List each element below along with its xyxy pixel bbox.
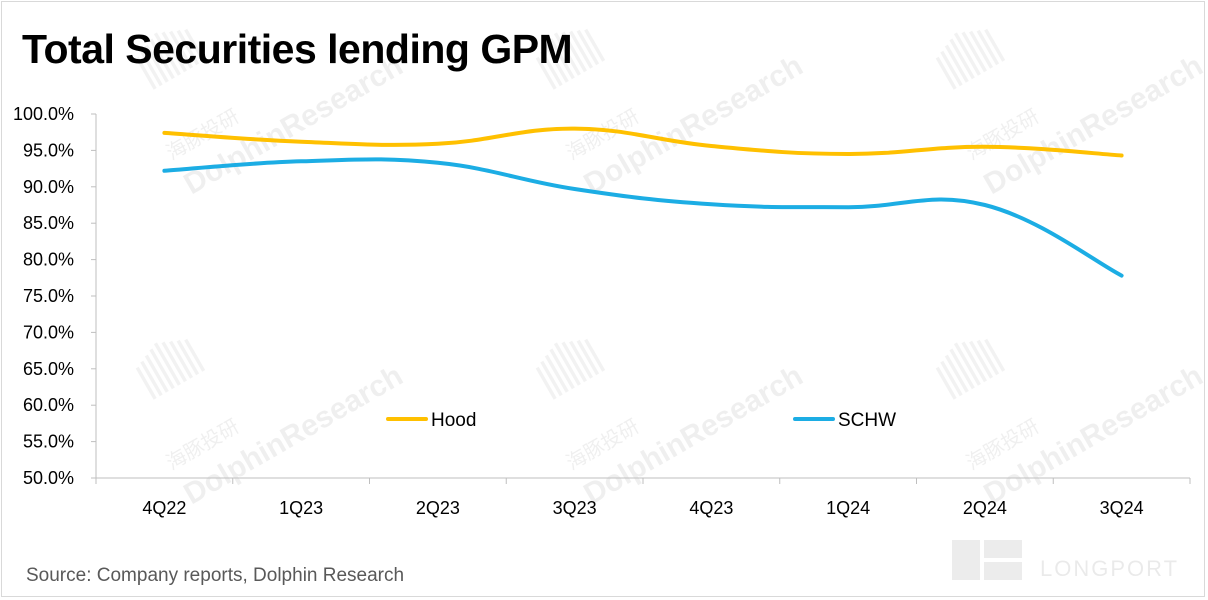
watermark-bar xyxy=(984,28,1006,62)
watermark-bar xyxy=(149,348,175,390)
watermark-bar xyxy=(953,32,981,76)
watermark-bar xyxy=(961,31,988,73)
watermark-bar xyxy=(549,38,575,80)
watermark-bar xyxy=(569,340,594,379)
y-axis-ticks: 100.0% 95.0% 90.0% 85.0% 80.0% 75.0% 70.0% 65.0… xyxy=(13,104,96,488)
watermark-bar xyxy=(144,44,169,83)
watermark-bar xyxy=(935,366,957,400)
watermark-bar xyxy=(140,360,163,397)
x-tick-label: 1Q23 xyxy=(279,498,323,518)
watermark-bar xyxy=(561,341,588,383)
legend-label-hood: Hood xyxy=(431,410,476,431)
watermark-bar xyxy=(961,341,988,383)
watermark-bar xyxy=(535,366,557,400)
watermark-bar xyxy=(976,339,1000,376)
watermark-bar xyxy=(940,50,963,87)
watermark-bar xyxy=(135,56,157,90)
y-tick-label: 85.0% xyxy=(23,213,74,233)
y-tick-label: 50.0% xyxy=(23,468,74,488)
x-axis-ticks: 4Q22 1Q23 2Q23 3Q23 4Q23 1Q24 2Q24 3Q24 xyxy=(95,478,1191,518)
watermark-bar xyxy=(969,30,994,69)
longport-logo-icon xyxy=(952,540,1022,580)
y-tick-label: 90.0% xyxy=(23,177,74,197)
y-tick-label: 75.0% xyxy=(23,286,74,306)
watermark-bar xyxy=(544,354,569,393)
watermark-bar xyxy=(984,338,1006,372)
watermark-bar xyxy=(135,366,157,400)
watermark-bar xyxy=(544,44,569,83)
watermark-bar xyxy=(169,30,194,69)
watermark-bar xyxy=(549,348,575,390)
watermark-bar xyxy=(540,50,563,87)
watermark-bar xyxy=(576,339,600,376)
legend-label-schw: SCHW xyxy=(838,410,896,431)
y-tick-label: 70.0% xyxy=(23,322,74,342)
watermark-bar xyxy=(144,354,169,393)
watermark-bar xyxy=(949,348,975,390)
x-tick-label: 2Q24 xyxy=(963,498,1007,518)
y-tick-label: 60.0% xyxy=(23,395,74,415)
watermark-bar xyxy=(953,342,981,386)
watermark-bar xyxy=(140,50,163,87)
source-note: Source: Company reports, Dolphin Researc… xyxy=(26,565,405,586)
watermark-bar xyxy=(584,28,606,62)
watermark-bar xyxy=(944,354,969,393)
legend: Hood SCHW xyxy=(386,410,896,431)
x-tick-label: 3Q24 xyxy=(1100,498,1144,518)
watermark-bar xyxy=(535,56,557,90)
watermark-bar xyxy=(569,30,594,69)
chart-title: Total Securities lending GPM xyxy=(22,26,573,72)
x-tick-label: 2Q23 xyxy=(416,498,460,518)
series-line-schw xyxy=(162,157,1124,278)
watermark-bar xyxy=(553,342,581,386)
watermark-bar xyxy=(576,29,600,66)
watermark-bar xyxy=(944,44,969,83)
watermark-bar xyxy=(161,31,188,73)
watermark-bar xyxy=(935,56,957,90)
watermark-bar xyxy=(161,341,188,383)
watermark-bar xyxy=(940,360,963,397)
series-layer xyxy=(162,126,1124,278)
watermark-bar xyxy=(969,340,994,379)
watermark-bar xyxy=(584,338,606,372)
watermark-bar xyxy=(540,360,563,397)
y-tick-label: 65.0% xyxy=(23,359,74,379)
y-tick-label: 80.0% xyxy=(23,250,74,270)
series-line-hood xyxy=(162,126,1124,158)
x-tick-label: 1Q24 xyxy=(826,498,870,518)
x-tick-label: 4Q22 xyxy=(142,498,186,518)
watermark-bar xyxy=(184,338,206,372)
watermark-bar xyxy=(153,32,181,76)
x-tick-label: 4Q23 xyxy=(689,498,733,518)
watermark-bar xyxy=(976,29,1000,66)
watermark-bar xyxy=(176,29,200,66)
y-tick-label: 95.0% xyxy=(23,140,74,160)
x-tick-label: 3Q23 xyxy=(553,498,597,518)
watermark-bar xyxy=(153,342,181,386)
y-tick-label: 100.0% xyxy=(13,104,74,124)
y-tick-label: 55.0% xyxy=(23,432,74,452)
watermark-bar xyxy=(184,28,206,62)
brand-watermark: LONGPORT xyxy=(1040,556,1180,581)
watermark-bar xyxy=(149,38,175,80)
watermark-bar xyxy=(561,31,588,73)
watermark-bar xyxy=(176,339,200,376)
watermark-bar xyxy=(949,38,975,80)
watermark-bar xyxy=(553,32,581,76)
watermark-bar xyxy=(169,340,194,379)
